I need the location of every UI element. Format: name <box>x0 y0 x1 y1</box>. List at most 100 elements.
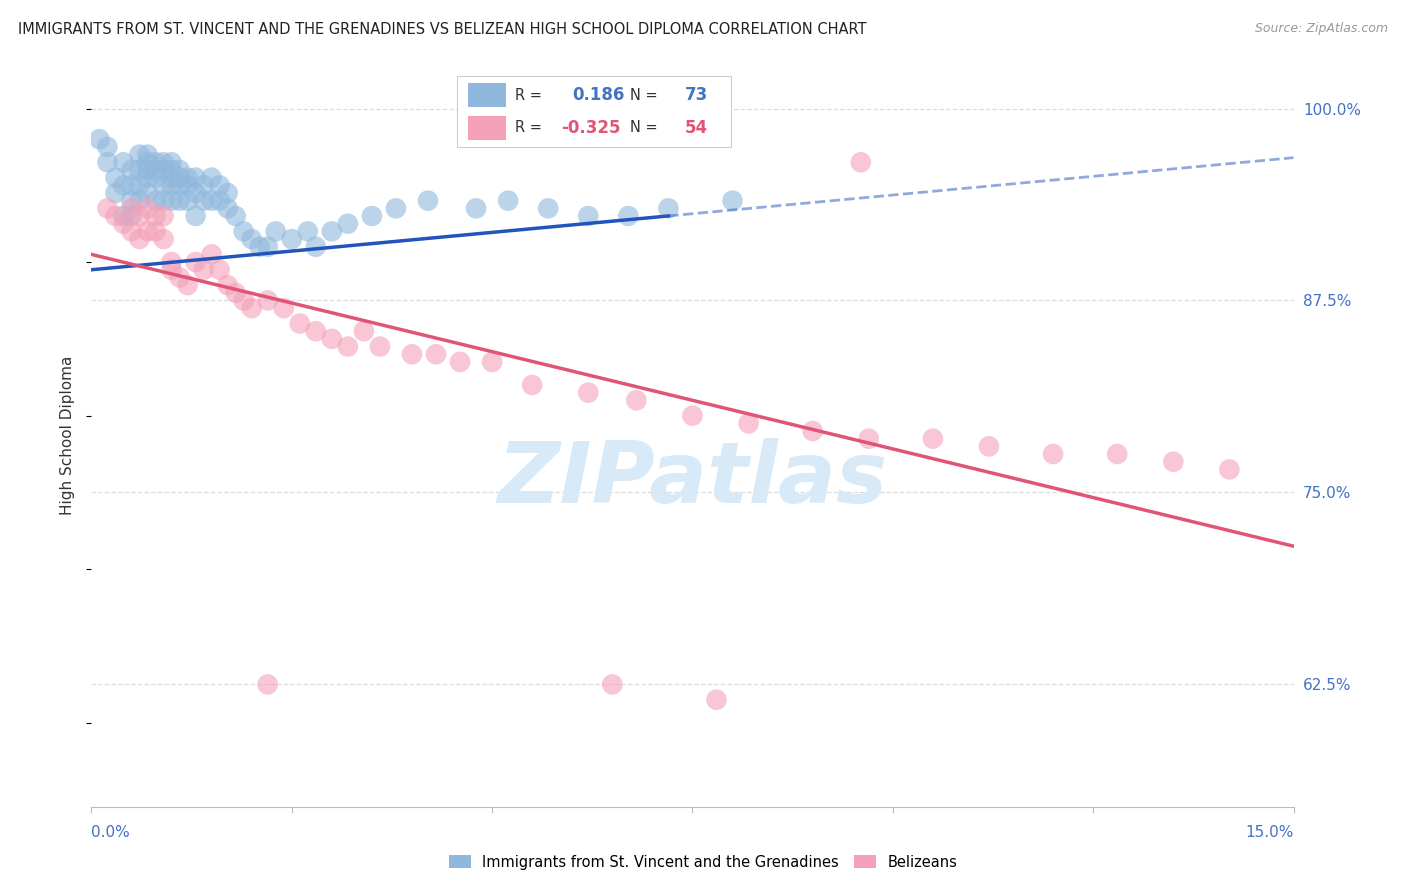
Point <box>152 178 174 193</box>
Point <box>145 209 167 223</box>
Point <box>160 170 183 185</box>
Text: IMMIGRANTS FROM ST. VINCENT AND THE GRENADINES VS BELIZEAN HIGH SCHOOL DIPLOMA C: IMMIGRANTS FROM ST. VINCENT AND THE GREN… <box>18 22 866 37</box>
Point <box>385 202 408 216</box>
Point <box>1218 462 1240 476</box>
Text: 73: 73 <box>685 87 707 104</box>
Point <box>96 155 118 169</box>
Point <box>89 132 111 146</box>
Point <box>576 209 599 223</box>
Point <box>145 155 167 169</box>
Point <box>576 385 599 400</box>
Point <box>184 255 207 269</box>
Text: N =: N = <box>630 87 662 103</box>
Point <box>240 301 263 315</box>
Point <box>401 347 423 361</box>
Point <box>121 163 143 178</box>
Text: R =: R = <box>515 120 546 136</box>
Point <box>657 202 679 216</box>
Point <box>737 417 759 431</box>
Point <box>193 194 215 208</box>
Point <box>160 155 183 169</box>
Point <box>602 677 624 691</box>
Point <box>128 163 150 178</box>
Legend: Immigrants from St. Vincent and the Grenadines, Belizeans: Immigrants from St. Vincent and the Gren… <box>443 849 963 876</box>
Point <box>1163 455 1185 469</box>
Point <box>449 355 471 369</box>
Point <box>288 317 311 331</box>
Point <box>193 178 215 193</box>
Point <box>169 178 191 193</box>
Point <box>721 194 744 208</box>
Point <box>121 194 143 208</box>
Point <box>264 224 287 238</box>
Point <box>160 255 183 269</box>
Point <box>522 378 544 392</box>
Point <box>801 424 824 438</box>
Point <box>922 432 945 446</box>
Point <box>145 170 167 185</box>
Text: R =: R = <box>515 87 546 103</box>
Point <box>225 209 247 223</box>
Point <box>136 202 159 216</box>
Point <box>217 202 239 216</box>
Point <box>169 170 191 185</box>
Point <box>617 209 640 223</box>
Point <box>104 186 127 200</box>
Y-axis label: High School Diploma: High School Diploma <box>60 355 76 515</box>
Point <box>626 393 648 408</box>
Point <box>112 155 135 169</box>
Point <box>360 209 382 223</box>
Point <box>249 240 271 254</box>
Point <box>104 209 127 223</box>
Point <box>152 232 174 246</box>
Point <box>169 194 191 208</box>
Point <box>217 278 239 293</box>
Point <box>465 202 488 216</box>
Point <box>208 262 231 277</box>
Point <box>681 409 703 423</box>
Point <box>193 262 215 277</box>
Point <box>240 232 263 246</box>
Point <box>152 209 174 223</box>
Point <box>145 224 167 238</box>
Bar <box>468 117 506 140</box>
Point <box>96 140 118 154</box>
Point <box>537 202 560 216</box>
Point <box>256 240 278 254</box>
Point <box>112 217 135 231</box>
Point <box>353 324 375 338</box>
Point <box>136 147 159 161</box>
Point <box>977 439 1000 453</box>
Point <box>305 324 328 338</box>
Point <box>152 155 174 169</box>
Point <box>273 301 295 315</box>
Point <box>169 270 191 285</box>
Point <box>152 194 174 208</box>
Point <box>112 178 135 193</box>
Point <box>136 186 159 200</box>
Point <box>128 147 150 161</box>
Point <box>321 332 343 346</box>
Point <box>121 224 143 238</box>
Point <box>305 240 328 254</box>
Point <box>136 163 159 178</box>
Point <box>160 178 183 193</box>
Text: 54: 54 <box>685 119 707 136</box>
Point <box>425 347 447 361</box>
Point <box>201 194 224 208</box>
Text: ZIPatlas: ZIPatlas <box>498 438 887 521</box>
Point <box>225 285 247 300</box>
Point <box>121 209 143 223</box>
Point <box>496 194 519 208</box>
Point <box>208 194 231 208</box>
Bar <box>468 83 506 106</box>
Text: 0.186: 0.186 <box>572 87 624 104</box>
Point <box>136 224 159 238</box>
Point <box>96 202 118 216</box>
Text: Source: ZipAtlas.com: Source: ZipAtlas.com <box>1254 22 1388 36</box>
Point <box>160 163 183 178</box>
Point <box>145 194 167 208</box>
Point <box>152 163 174 178</box>
Point <box>321 224 343 238</box>
Point <box>176 170 198 185</box>
